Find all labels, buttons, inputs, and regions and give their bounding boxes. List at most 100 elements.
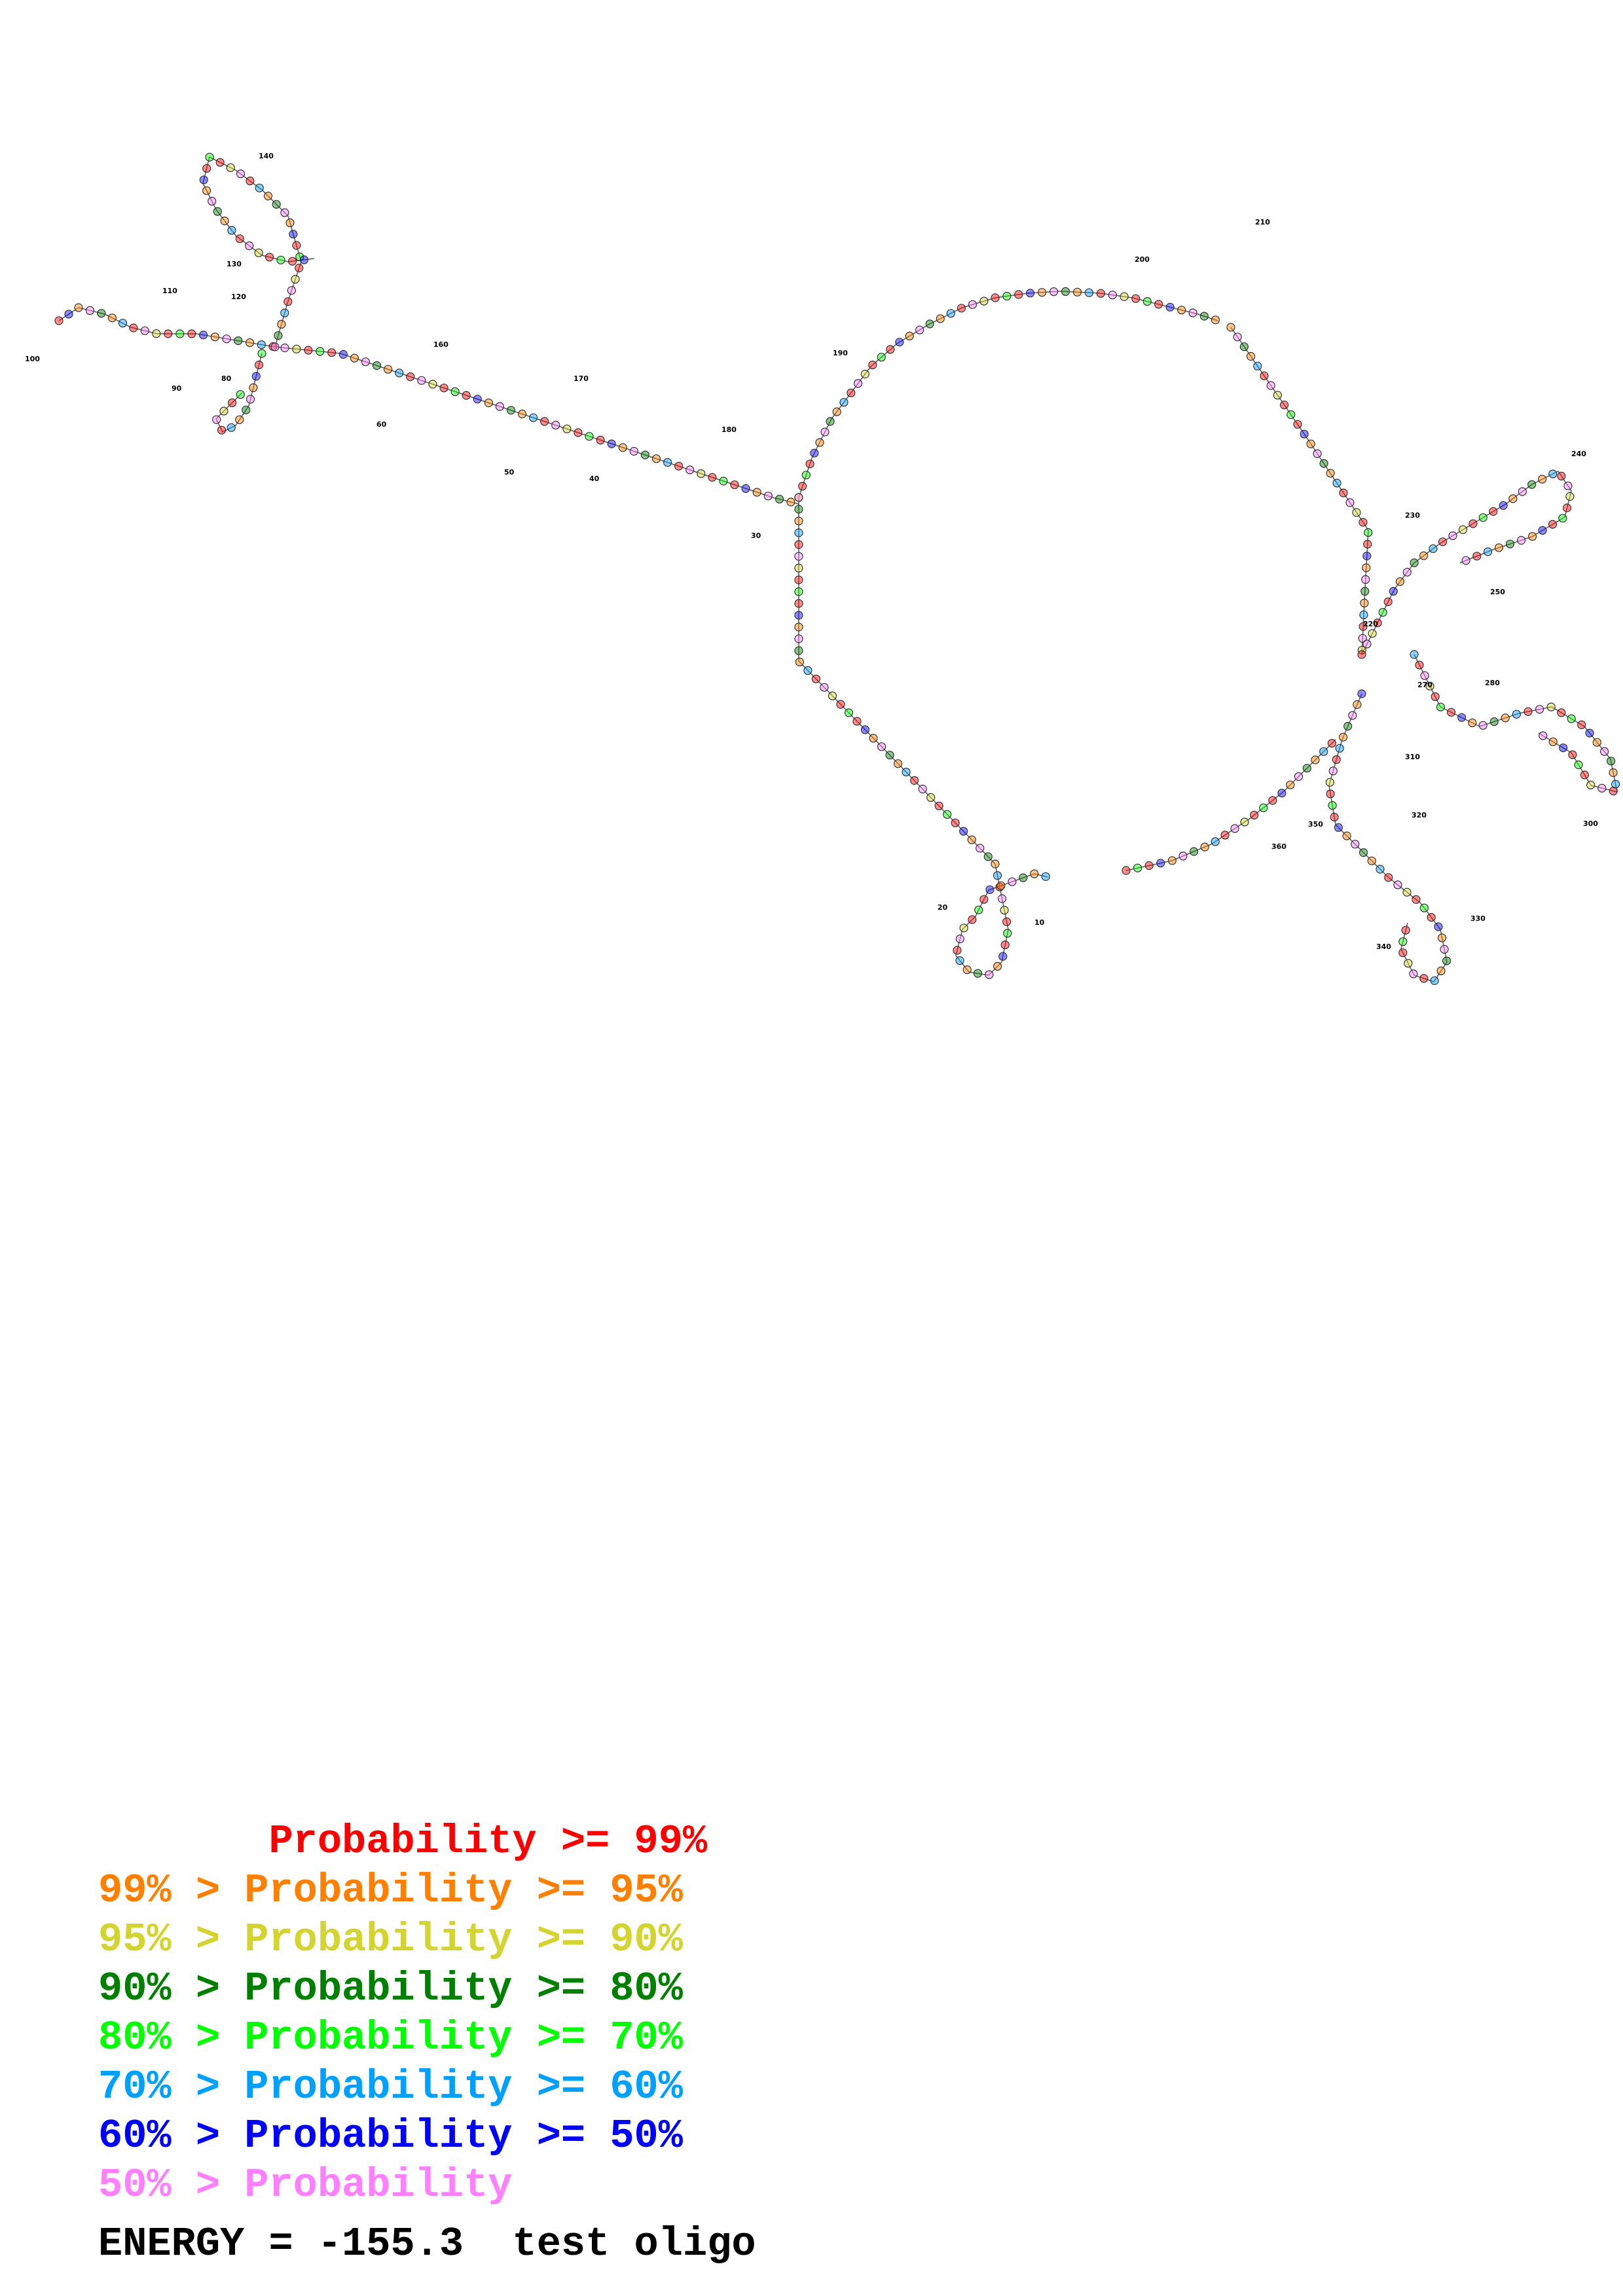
nucleotide [618,443,627,452]
nucleotide [1273,391,1283,400]
nucleotide [97,309,106,318]
nucleotide [257,340,266,350]
nucleotide [860,369,870,379]
nucleotide [255,360,264,370]
nucleotide [1014,290,1023,299]
nucleotide [1383,597,1393,607]
nucleotide [217,425,227,435]
nucleotide [1000,905,1009,915]
nucleotide [1501,713,1510,723]
nucleotide [1319,459,1328,468]
nucleotide [955,956,964,965]
position-label: 250 [1490,588,1505,596]
nucleotide [283,297,293,306]
position-label: 280 [1485,679,1500,687]
nucleotide [976,844,985,853]
nucleotide [926,793,936,802]
nucleotide [1096,289,1106,298]
nucleotide [406,372,415,382]
nucleotide [1072,287,1082,296]
nucleotide [1359,622,1368,631]
nucleotide [1008,877,1017,886]
nucleotide [786,497,795,507]
nucleotide [1395,577,1405,586]
nucleotide [877,742,886,751]
legend-line: Probability >= 99% [98,1818,708,1865]
nucleotide [280,208,289,217]
nucleotide [1360,586,1370,596]
nucleotide [794,646,803,655]
position-label: 220 [1363,620,1378,628]
nucleotide [1398,937,1408,946]
nucleotide [484,398,494,408]
nucleotide [775,494,784,504]
nucleotide [1484,547,1493,556]
nucleotide [210,332,219,342]
nucleotide [951,818,960,827]
nucleotide [1384,873,1393,882]
nucleotide [1330,812,1339,822]
nucleotide [295,263,304,273]
nucleotide [107,314,117,323]
nucleotide [417,376,426,385]
position-label: 330 [1470,914,1486,923]
nucleotide [1345,498,1355,507]
nucleotide [895,338,904,347]
nucleotide [1393,880,1402,889]
legend-line: 70% > Probability >= 60% [98,2064,683,2110]
nucleotide [967,835,976,844]
nucleotide [164,329,173,338]
nucleotide [202,164,211,173]
position-label: 160 [433,340,448,349]
nucleotide [1402,567,1412,577]
nucleotide [794,516,803,526]
nucleotide [1508,494,1518,503]
position-label: 300 [1583,819,1598,828]
nucleotide [936,314,945,323]
nucleotide [1122,866,1131,875]
nucleotide [1348,711,1357,720]
nucleotide [803,666,812,675]
nucleotide [1420,671,1429,680]
nucleotide [1404,959,1413,968]
nucleotide [1577,720,1586,730]
nucleotide [338,350,348,359]
nucleotide [893,759,903,768]
position-label: 310 [1405,753,1420,761]
nucleotide [996,881,1006,890]
nucleotide [551,420,560,430]
nucleotide [462,391,471,400]
nucleotide [288,257,297,266]
nucleotide [1268,796,1277,805]
energy-title: ENERGY = -155.3 test oligo [98,2221,756,2267]
nucleotide [1546,702,1556,711]
nucleotide [853,379,863,388]
nucleotide [236,170,246,179]
nucleotide [439,384,448,393]
nucleotide [985,970,994,979]
nucleotide [1527,480,1537,489]
nucleotide [794,634,803,643]
nucleotide [495,402,505,411]
nucleotide [1548,520,1558,529]
nucleotide [1030,869,1039,878]
position-label: 20 [938,903,948,912]
nucleotide [316,347,325,356]
nucleotide [562,424,572,433]
nucleotide [540,417,549,426]
nucleotide [1609,786,1618,796]
nucleotide [1025,289,1035,298]
nucleotide [246,338,255,348]
nucleotide [1362,563,1371,573]
nucleotide [234,336,243,346]
nucleotide [227,226,236,235]
position-label: 120 [231,293,246,301]
nucleotide [287,286,296,295]
nucleotide [795,657,805,667]
nucleotide [640,450,650,459]
nucleotide [995,882,1004,891]
legend-line: 95% > Probability >= 90% [98,1916,683,1963]
position-label: 60 [376,420,387,429]
nucleotide [74,303,83,312]
nucleotide [219,406,228,416]
